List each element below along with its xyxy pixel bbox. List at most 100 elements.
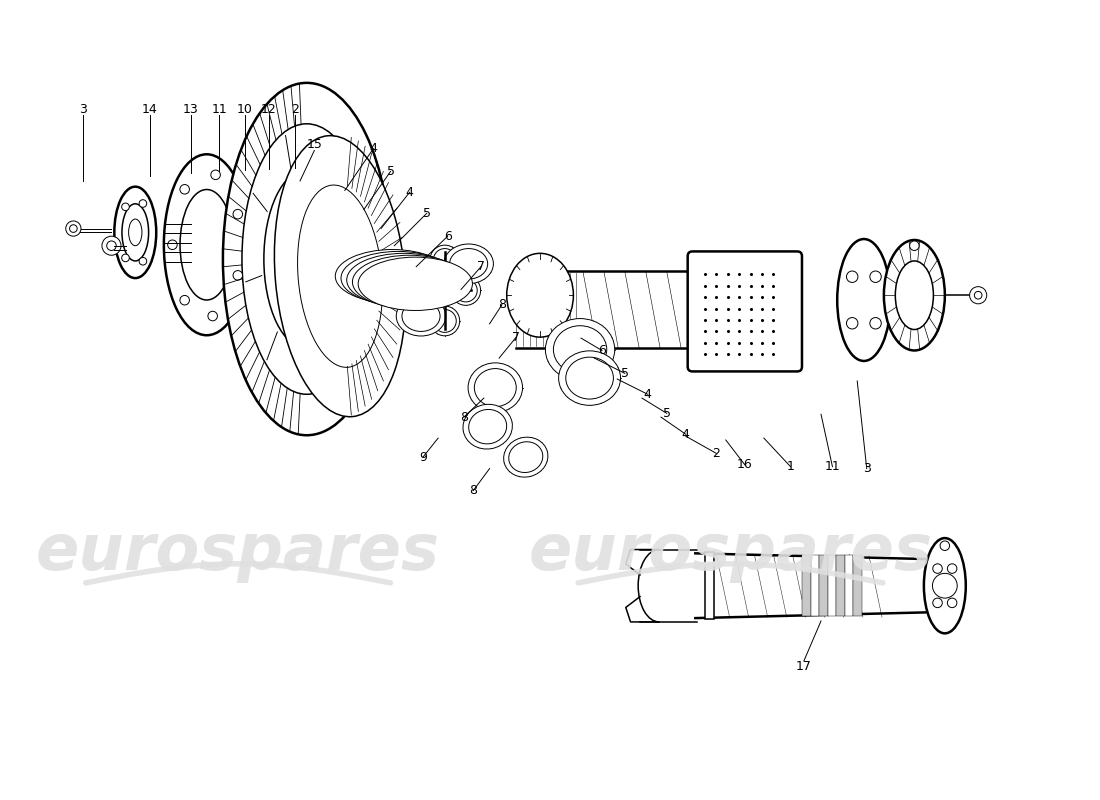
Circle shape: [933, 564, 943, 574]
Ellipse shape: [409, 276, 439, 306]
Ellipse shape: [223, 83, 390, 435]
FancyBboxPatch shape: [845, 555, 854, 616]
Ellipse shape: [396, 296, 446, 336]
Ellipse shape: [559, 351, 620, 406]
Ellipse shape: [129, 219, 142, 246]
FancyBboxPatch shape: [854, 555, 862, 616]
Ellipse shape: [164, 154, 250, 335]
Ellipse shape: [242, 124, 372, 394]
Text: 8: 8: [460, 410, 467, 424]
Text: 9: 9: [419, 450, 427, 464]
Circle shape: [940, 541, 949, 550]
Ellipse shape: [546, 318, 615, 381]
Circle shape: [180, 185, 189, 194]
Text: 14: 14: [142, 103, 157, 116]
Ellipse shape: [469, 410, 507, 444]
Circle shape: [167, 240, 177, 250]
Circle shape: [847, 318, 858, 329]
Ellipse shape: [565, 357, 614, 399]
FancyBboxPatch shape: [433, 279, 456, 302]
Ellipse shape: [509, 442, 542, 473]
FancyBboxPatch shape: [820, 555, 827, 616]
Text: 3: 3: [79, 103, 87, 116]
Text: 1: 1: [786, 460, 794, 473]
Ellipse shape: [346, 254, 461, 306]
Text: 5: 5: [662, 407, 671, 420]
Circle shape: [102, 236, 121, 255]
Text: 12: 12: [261, 103, 276, 116]
Ellipse shape: [884, 240, 945, 350]
Circle shape: [933, 574, 957, 598]
Ellipse shape: [430, 245, 460, 275]
Circle shape: [947, 564, 957, 574]
Ellipse shape: [264, 170, 350, 349]
Circle shape: [122, 254, 130, 262]
Circle shape: [122, 203, 130, 210]
Ellipse shape: [444, 244, 494, 284]
Text: 16: 16: [737, 458, 752, 471]
Text: 11: 11: [211, 103, 227, 116]
Circle shape: [870, 318, 881, 329]
Ellipse shape: [412, 279, 436, 302]
Circle shape: [139, 200, 146, 207]
Text: 10: 10: [236, 103, 253, 116]
Text: 2: 2: [713, 447, 721, 460]
Circle shape: [933, 598, 943, 608]
Circle shape: [139, 258, 146, 265]
FancyBboxPatch shape: [836, 555, 845, 616]
Circle shape: [233, 270, 243, 280]
Ellipse shape: [359, 257, 472, 310]
Text: 4: 4: [682, 428, 690, 441]
Text: 2: 2: [292, 103, 299, 116]
FancyBboxPatch shape: [705, 552, 714, 619]
FancyBboxPatch shape: [811, 555, 819, 616]
Text: 8: 8: [470, 484, 477, 497]
Ellipse shape: [474, 369, 516, 406]
Ellipse shape: [504, 437, 548, 477]
Circle shape: [66, 221, 81, 236]
Text: 7: 7: [513, 330, 520, 344]
Ellipse shape: [341, 251, 455, 305]
Text: eurospares: eurospares: [36, 522, 440, 583]
Text: 17: 17: [796, 660, 812, 673]
Text: 15: 15: [307, 138, 322, 151]
Ellipse shape: [451, 276, 481, 306]
Ellipse shape: [352, 255, 466, 309]
Text: eurospares: eurospares: [528, 522, 933, 583]
Text: 6: 6: [443, 230, 452, 242]
Ellipse shape: [837, 239, 891, 361]
Circle shape: [910, 241, 920, 250]
Ellipse shape: [895, 261, 934, 330]
Circle shape: [947, 598, 957, 608]
Circle shape: [208, 311, 218, 321]
Text: 3: 3: [862, 462, 871, 475]
Circle shape: [969, 286, 987, 304]
Ellipse shape: [180, 190, 233, 300]
Text: 13: 13: [183, 103, 198, 116]
Text: 5: 5: [422, 207, 431, 220]
Text: 4: 4: [370, 142, 377, 155]
Text: 8: 8: [498, 298, 506, 311]
Circle shape: [180, 295, 189, 305]
Circle shape: [233, 210, 243, 219]
FancyBboxPatch shape: [688, 251, 802, 371]
Circle shape: [870, 271, 881, 282]
Ellipse shape: [553, 326, 607, 374]
Ellipse shape: [469, 363, 522, 412]
Ellipse shape: [454, 279, 477, 302]
Circle shape: [211, 170, 220, 180]
Ellipse shape: [336, 250, 450, 303]
Ellipse shape: [122, 204, 149, 261]
Circle shape: [107, 241, 117, 250]
Ellipse shape: [274, 136, 406, 417]
Text: 5: 5: [620, 367, 629, 380]
Ellipse shape: [402, 301, 440, 331]
Ellipse shape: [114, 186, 156, 278]
Ellipse shape: [463, 404, 513, 449]
Text: 4: 4: [406, 186, 414, 199]
Ellipse shape: [433, 310, 456, 332]
Text: 11: 11: [825, 460, 840, 473]
Ellipse shape: [450, 249, 487, 279]
FancyBboxPatch shape: [802, 555, 811, 616]
Ellipse shape: [924, 538, 966, 634]
